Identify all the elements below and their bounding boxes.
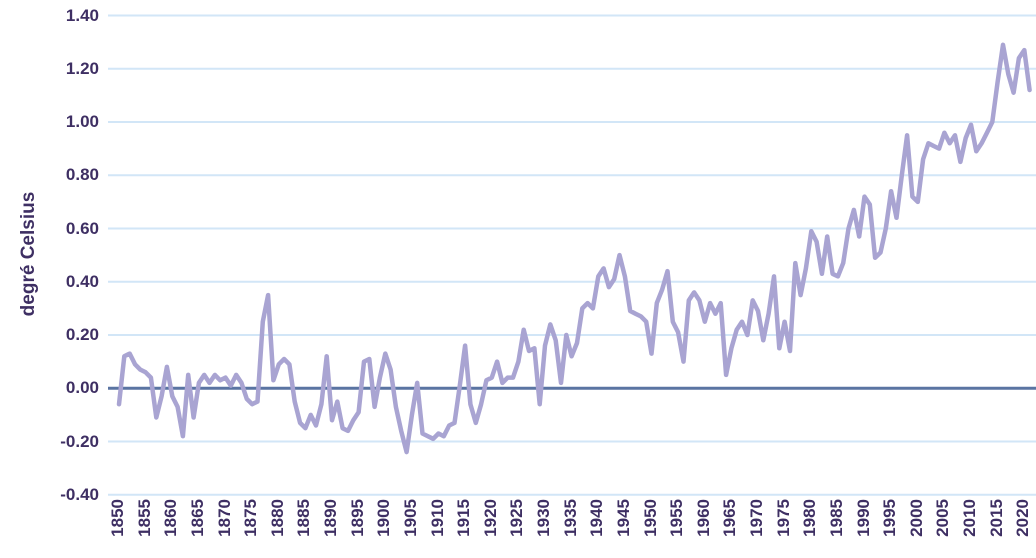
- x-tick-label: 1980: [800, 499, 820, 537]
- x-tick-label: 1975: [773, 499, 793, 537]
- x-tick-label: 1900: [374, 499, 394, 537]
- x-tick-label: 1935: [560, 499, 580, 537]
- x-tick-label: 1855: [134, 499, 154, 537]
- x-tick-label: 1875: [241, 499, 261, 537]
- y-tick-label: 0.80: [65, 165, 99, 185]
- x-tick-label: 2000: [906, 499, 926, 537]
- x-tick-label: 1925: [507, 499, 527, 537]
- x-tick-label: 1930: [534, 499, 553, 537]
- y-tick-label: 0.60: [65, 218, 99, 238]
- x-tick-label: 1950: [640, 499, 660, 537]
- x-tick-label: 1860: [161, 499, 181, 537]
- x-tick-label: 2010: [960, 499, 979, 537]
- x-tick-label: 2005: [933, 499, 953, 537]
- x-tick-label: 1885: [294, 499, 314, 537]
- x-tick-label: 1955: [667, 499, 687, 537]
- x-tick-label: 1965: [720, 499, 740, 537]
- y-tick-label: 1.20: [65, 58, 99, 78]
- x-tick-label: 1905: [400, 499, 420, 537]
- y-tick-label: 0.20: [65, 325, 99, 344]
- x-tick-label: 1945: [613, 499, 633, 537]
- x-tick-label: 1940: [587, 499, 607, 537]
- y-tick-label: 0.40: [65, 271, 99, 291]
- x-tick-label: 1870: [214, 499, 234, 537]
- x-tick-label: 1960: [693, 499, 713, 537]
- y-tick-label: 1.00: [65, 112, 99, 131]
- x-tick-label: 1910: [427, 499, 447, 537]
- y-tick-label: -0.20: [60, 431, 99, 451]
- x-tick-label: 1970: [747, 499, 766, 537]
- y-tick-label: -0.40: [60, 484, 99, 504]
- x-tick-label: 1890: [321, 499, 340, 537]
- x-tick-label: 1915: [454, 499, 474, 537]
- x-tick-label: 1990: [853, 499, 873, 537]
- x-tick-label: 1880: [267, 499, 287, 537]
- x-tick-label: 1850: [108, 499, 127, 537]
- y-axis-title: degré Celsius: [18, 191, 39, 317]
- y-tick-label: 1.40: [65, 5, 99, 25]
- x-tick-label: 1985: [826, 499, 846, 537]
- x-tick-label: 2015: [986, 499, 1006, 537]
- x-tick-label: 1865: [187, 499, 207, 537]
- temperature-line: [116, 42, 1032, 455]
- x-tick-label: 2020: [1013, 499, 1033, 537]
- x-tick-label: 1895: [347, 499, 367, 537]
- x-tick-label: 1995: [880, 499, 900, 537]
- y-tick-label: 0.00: [65, 378, 99, 398]
- x-tick-label: 1920: [480, 499, 500, 537]
